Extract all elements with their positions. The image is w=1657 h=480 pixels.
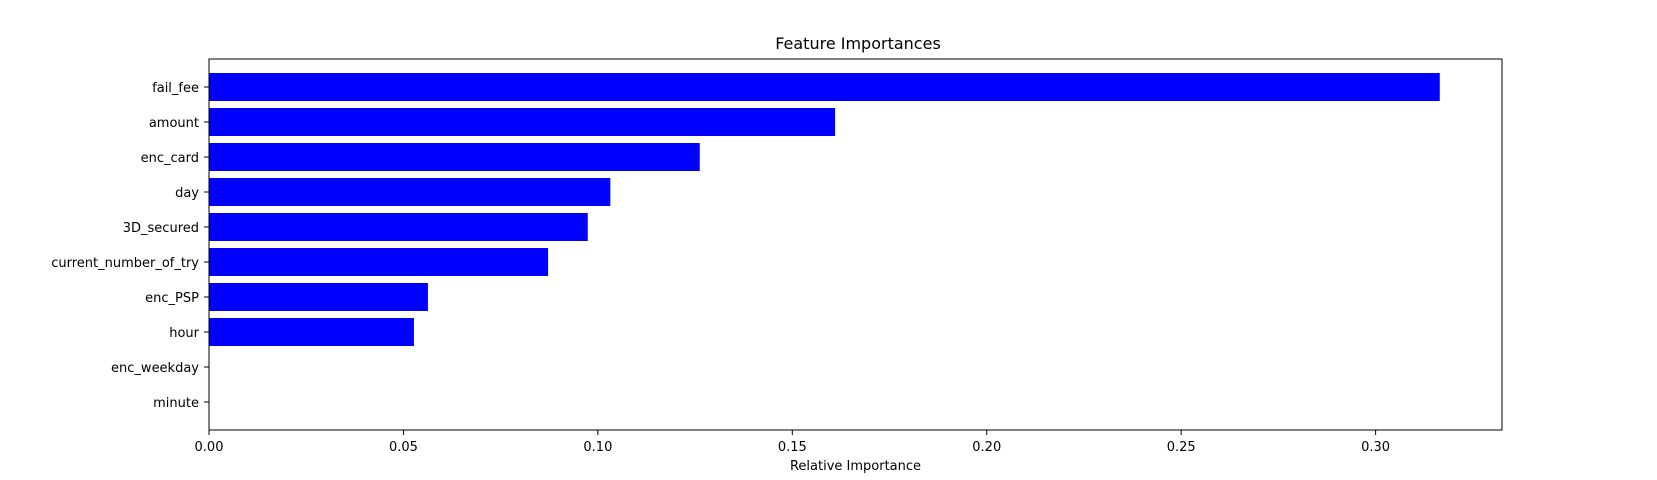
y-tick-label: fail_fee — [152, 81, 199, 96]
bar-amount — [209, 108, 836, 136]
y-tick-label: 3D_secured — [123, 221, 199, 236]
y-tick-label: minute — [153, 396, 199, 411]
x-axis-label: Relative Importance — [790, 459, 921, 474]
bar-current_number_of_try — [209, 248, 549, 276]
x-tick-label: 0.10 — [583, 440, 612, 455]
bar-enc_card — [209, 143, 700, 171]
plot-area-frame — [208, 58, 1503, 431]
y-tick-label: enc_weekday — [111, 361, 199, 376]
chart-title: Feature Importances — [775, 34, 941, 53]
y-tick-label: enc_PSP — [145, 291, 199, 306]
x-tick-label: 0.15 — [778, 440, 807, 455]
y-tick-label: hour — [169, 326, 199, 341]
bar-hour — [209, 318, 414, 346]
bar-day — [209, 178, 611, 206]
x-tick-label: 0.30 — [1361, 440, 1390, 455]
x-axis-ticks: 0.00 0.05 0.10 0.15 0.20 0.25 0.30 — [195, 430, 1390, 455]
x-tick-label: 0.25 — [1167, 440, 1196, 455]
y-tick-label: amount — [149, 116, 199, 131]
bars-group — [209, 73, 1440, 346]
bar-fail_fee — [209, 73, 1440, 101]
y-tick-label: day — [175, 186, 199, 201]
y-tick-label: enc_card — [141, 151, 199, 166]
y-tick-label: current_number_of_try — [51, 256, 199, 271]
x-tick-label: 0.20 — [972, 440, 1001, 455]
x-tick-label: 0.00 — [195, 440, 224, 455]
bar-enc_PSP — [209, 283, 428, 311]
bar-3D_secured — [209, 213, 588, 241]
x-tick-label: 0.05 — [389, 440, 418, 455]
